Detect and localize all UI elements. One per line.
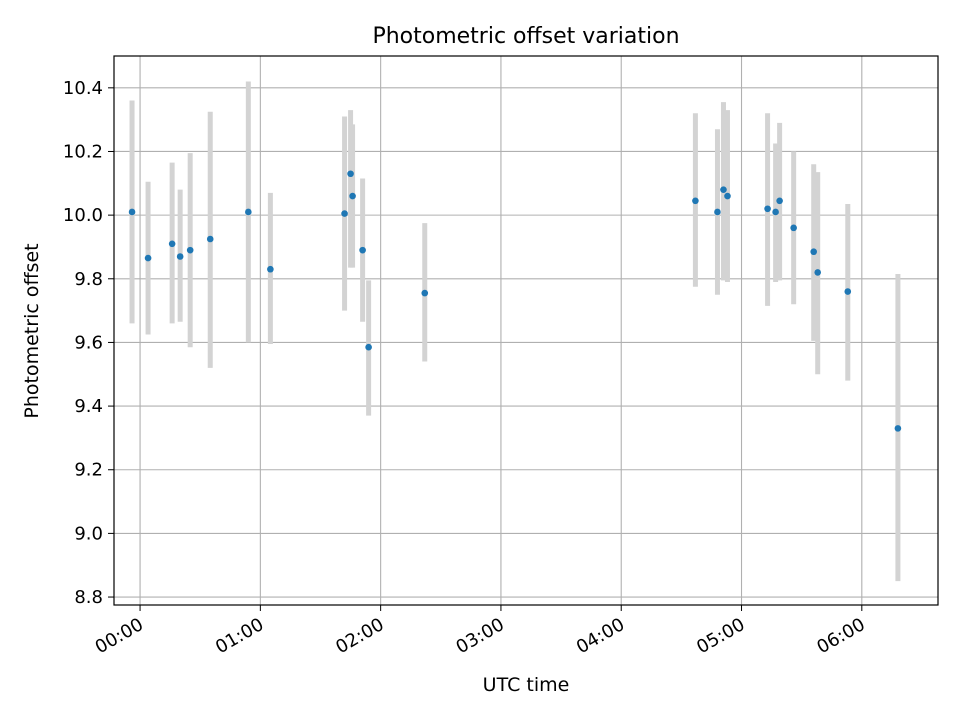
- data-point: [764, 205, 771, 213]
- data-point: [844, 288, 852, 295]
- data-point: [772, 208, 779, 216]
- data-point: [186, 246, 194, 254]
- data-point: [790, 224, 797, 232]
- data-point: [724, 192, 731, 200]
- data-point: [810, 248, 817, 256]
- data-point: [245, 208, 252, 216]
- data-point: [714, 208, 721, 216]
- y-tick-label: 10.2: [63, 141, 103, 162]
- y-tick-label: 9.6: [74, 332, 103, 353]
- x-axis-label: UTC time: [483, 674, 570, 696]
- y-axis-ticks: 8.8 9.0 9.2 9.4 9.6 9.8 10.0 10.2 10.4: [63, 78, 114, 608]
- data-point: [692, 197, 699, 205]
- data-point: [341, 210, 348, 217]
- data-point: [894, 425, 902, 432]
- y-tick-label: 9.8: [74, 269, 103, 290]
- data-point: [176, 253, 184, 260]
- y-tick-label: 9.4: [74, 396, 103, 417]
- data-point: [814, 269, 822, 276]
- grid-lines: [114, 56, 938, 605]
- data-points: [128, 170, 902, 432]
- chart-title: Photometric offset variation: [372, 24, 679, 49]
- data-point: [720, 186, 727, 193]
- data-point: [776, 197, 783, 205]
- y-tick-label: 8.8: [74, 587, 103, 608]
- data-point: [359, 246, 366, 254]
- data-point: [421, 289, 429, 297]
- y-tick-label: 10.4: [63, 78, 103, 99]
- plot-frame: [113, 55, 939, 606]
- data-point: [347, 170, 354, 178]
- y-axis-label: Photometric offset: [21, 243, 43, 418]
- data-point: [128, 208, 136, 216]
- data-point: [365, 343, 372, 351]
- data-point: [168, 240, 176, 248]
- y-tick-label: 9.0: [74, 523, 103, 544]
- data-point: [144, 254, 152, 262]
- y-tick-label: 9.2: [74, 460, 103, 481]
- y-tick-label: 10.0: [63, 205, 103, 226]
- data-point: [206, 235, 214, 243]
- data-point: [267, 265, 274, 273]
- data-point: [349, 192, 356, 200]
